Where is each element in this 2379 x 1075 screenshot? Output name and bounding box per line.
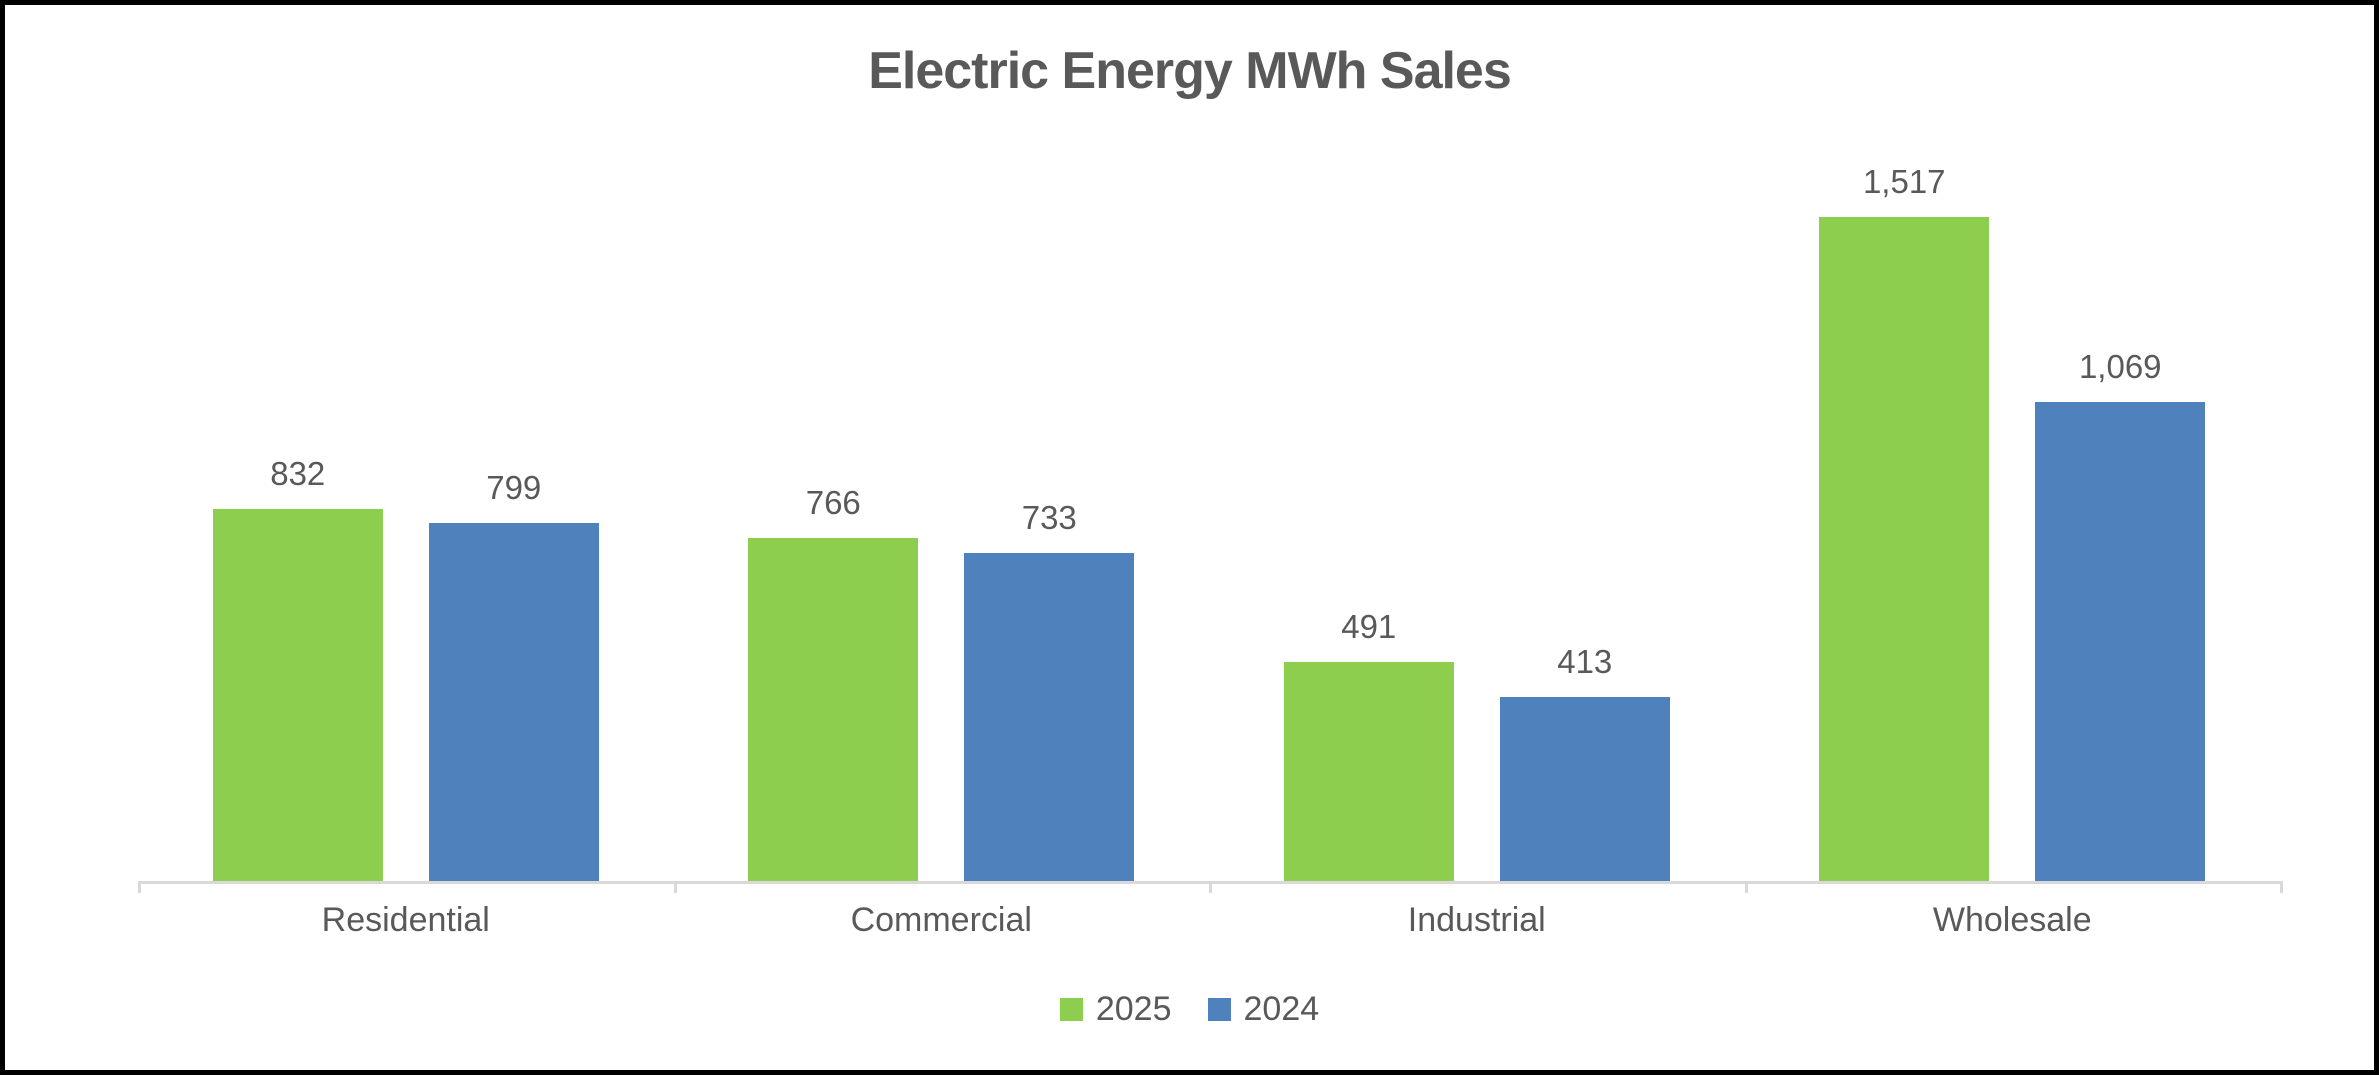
category-label-industrial: Industrial bbox=[1407, 901, 1546, 939]
bar-wrap-industrial-2024: 413 bbox=[1499, 163, 1670, 883]
bar-industrial-2025 bbox=[1283, 662, 1454, 883]
legend: 2025 2024 bbox=[5, 990, 2374, 1029]
bar-group-commercial: 766 733 bbox=[674, 163, 1210, 883]
data-label-industrial-2024: 413 bbox=[1557, 643, 1613, 680]
bar-group-residential: 832 799 bbox=[138, 163, 674, 883]
x-axis-tick bbox=[2280, 881, 2283, 893]
category-labels: Residential Commercial Industrial Wholesale bbox=[138, 901, 2280, 940]
legend-label-2024: 2024 bbox=[1243, 990, 1320, 1028]
bar-wholesale-2024 bbox=[2035, 402, 2206, 883]
chart-title: Electric Energy MWh Sales bbox=[868, 42, 1512, 100]
bar-wrap-industrial-2025: 491 bbox=[1283, 163, 1454, 883]
x-axis-tick bbox=[1745, 881, 1748, 893]
bar-wrap-commercial-2024: 733 bbox=[964, 163, 1135, 883]
data-label-commercial-2025: 766 bbox=[805, 484, 861, 521]
x-axis-tick bbox=[138, 881, 141, 893]
bar-industrial-2024 bbox=[1499, 697, 1670, 883]
bar-wrap-wholesale-2024: 1,069 bbox=[2035, 163, 2206, 883]
category-label-residential: Residential bbox=[321, 901, 490, 939]
data-label-commercial-2024: 733 bbox=[1021, 499, 1077, 536]
bar-group-industrial: 491 413 bbox=[1209, 163, 1745, 883]
bar-commercial-2025 bbox=[748, 538, 919, 883]
bar-residential-2025 bbox=[212, 509, 383, 883]
bar-wrap-commercial-2025: 766 bbox=[748, 163, 919, 883]
legend-label-2025: 2025 bbox=[1095, 990, 1172, 1028]
data-label-industrial-2025: 491 bbox=[1341, 608, 1397, 645]
category-label-wholesale: Wholesale bbox=[1932, 901, 2092, 939]
bar-wrap-wholesale-2025: 1,517 bbox=[1819, 163, 1990, 883]
bar-group-wholesale: 1,517 1,069 bbox=[1745, 163, 2281, 883]
bar-commercial-2024 bbox=[964, 553, 1135, 883]
data-label-wholesale-2025: 1,517 bbox=[1862, 163, 1946, 200]
legend-item-2024: 2024 bbox=[1207, 990, 1320, 1029]
data-label-wholesale-2024: 1,069 bbox=[2078, 348, 2162, 385]
x-axis-tick bbox=[1209, 881, 1212, 893]
legend-swatch-2024 bbox=[1207, 998, 1231, 1021]
legend-item-2025: 2025 bbox=[1059, 990, 1172, 1029]
bar-wrap-residential-2024: 799 bbox=[428, 163, 599, 883]
data-label-residential-2025: 832 bbox=[270, 455, 326, 492]
plot-area: 832 799 766 733 491 413 1,517 1,069 bbox=[138, 163, 2280, 883]
bar-residential-2024 bbox=[428, 523, 599, 883]
bar-wholesale-2025 bbox=[1819, 217, 1990, 883]
x-axis-tick bbox=[674, 881, 677, 893]
category-label-commercial: Commercial bbox=[850, 901, 1032, 939]
data-label-residential-2024: 799 bbox=[486, 469, 542, 506]
bar-wrap-residential-2025: 832 bbox=[212, 163, 383, 883]
legend-swatch-2025 bbox=[1059, 998, 1083, 1021]
